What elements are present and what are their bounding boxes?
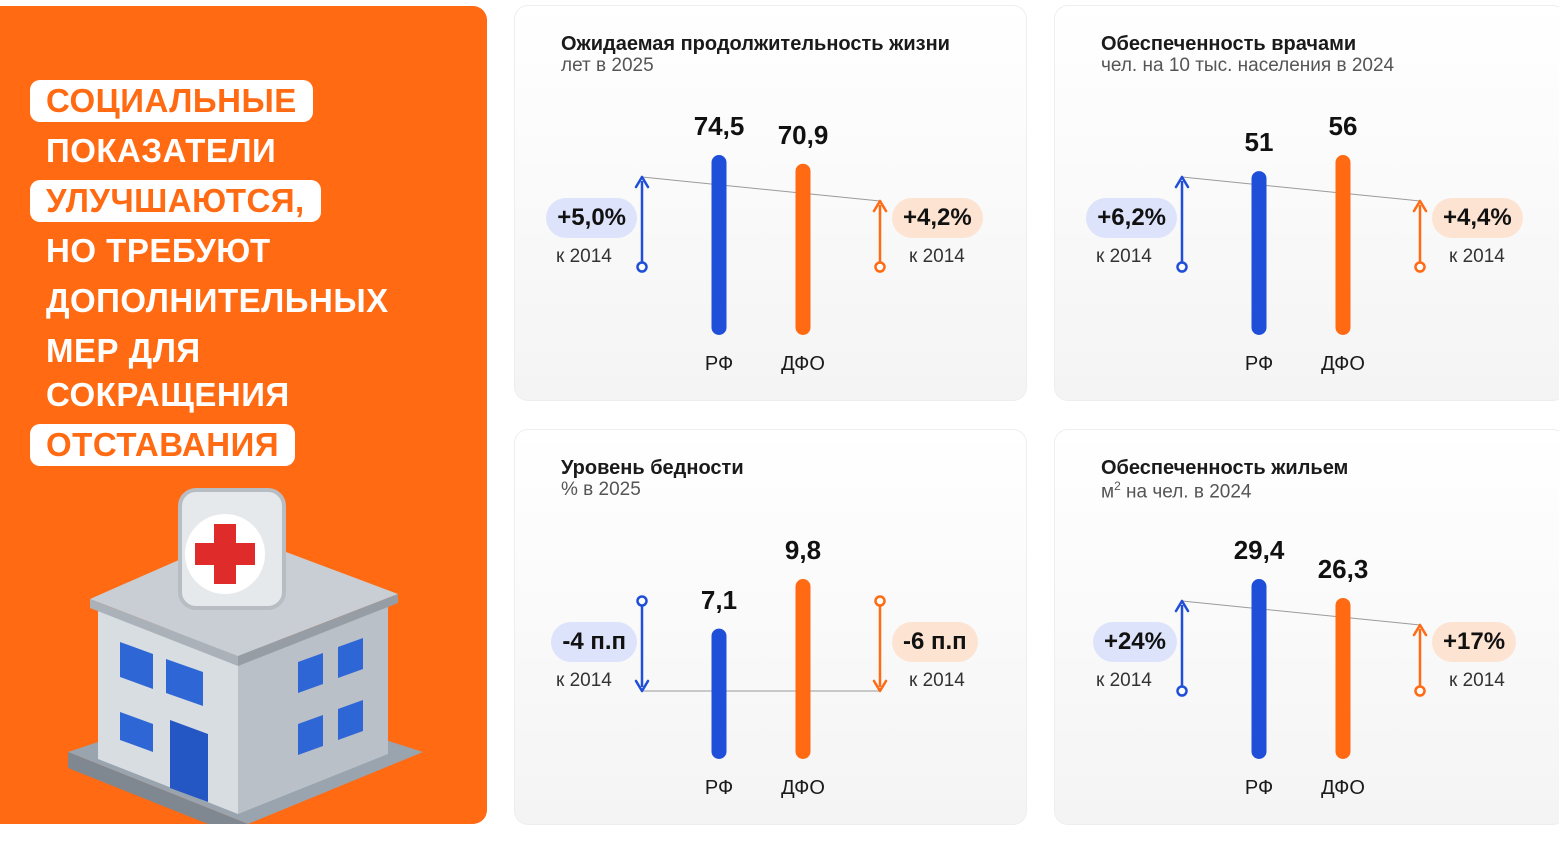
chart-title: Обеспеченность врачами [1101, 33, 1357, 55]
category-label: РФ [704, 353, 734, 375]
value-label: 51 [1244, 127, 1274, 158]
value-label: 9,8 [784, 535, 822, 565]
arrow-head [872, 199, 888, 213]
trend-connector [1181, 600, 1421, 626]
arrow-tail-dot [1414, 685, 1426, 697]
trend-connector [641, 176, 881, 202]
change-note: к 2014 [1449, 670, 1505, 691]
hero-line: СОКРАЩЕНИЯ [46, 376, 290, 413]
category-label: РФ [704, 777, 734, 799]
arrow-tail-dot [1176, 261, 1188, 273]
bar-rf [1251, 171, 1267, 335]
change-note: к 2014 [556, 246, 612, 267]
card-poverty: Уровень бедности% в 2025 7,1 РФ 9,8 ДФО -4 п.… [514, 429, 1027, 825]
bar-dfo [1335, 155, 1351, 335]
arrow-tail-dot [636, 261, 648, 273]
arrow-tail-dot [636, 595, 648, 607]
arrow-tail-dot [1414, 261, 1426, 273]
hero-line: УЛУЧШАЮТСЯ, [30, 180, 321, 222]
hero-line: ДОПОЛНИТЕЛЬНЫХ [46, 282, 389, 319]
change-note: к 2014 [909, 246, 965, 267]
chart-title: Ожидаемая продолжительность жизни [561, 33, 950, 55]
card-life-expectancy: Ожидаемая продолжительность жизни лет в 2… [514, 5, 1027, 401]
category-label: ДФО [781, 353, 825, 375]
hero-line: ПОКАЗАТЕЛИ [46, 132, 277, 169]
chart-subtitle: чел. на 10 тыс. населения в 2024 [1101, 55, 1395, 76]
bar-rf [711, 155, 727, 335]
chart-title: Обеспеченность жильем [1101, 457, 1349, 479]
chart-plot [1174, 579, 1428, 759]
bar-dfo [795, 579, 811, 759]
bar-rf [1251, 579, 1267, 759]
category-label: РФ [1244, 777, 1274, 799]
bar-dfo [795, 163, 811, 335]
card-doctors: Обеспеченность врачами чел. на 10 тыс. на… [1054, 5, 1559, 401]
arrow-head [1174, 599, 1190, 613]
arrow-head [872, 679, 888, 693]
hero-line: ОТСТАВАНИЯ [30, 424, 296, 466]
arrow-head [1412, 199, 1428, 213]
change-note: к 2014 [1096, 246, 1152, 267]
arrow-head [1174, 175, 1190, 189]
value-label: 74,5 [693, 111, 745, 141]
change-pill: -4 п.п [551, 622, 637, 662]
value-label: 26,3 [1317, 553, 1369, 584]
change-pill: -6 п.п [892, 622, 978, 662]
category-label: ДФО [1321, 777, 1365, 799]
arrow-tail-dot [874, 261, 886, 273]
hero-line: СОЦИАЛЬНЫЕ [30, 80, 313, 122]
chart-subtitle: % в 2025 [561, 479, 641, 500]
category-label: РФ [1244, 353, 1274, 375]
value-label: 7,1 [700, 584, 738, 615]
category-label: ДФО [781, 777, 825, 799]
category-label: ДФО [1321, 353, 1365, 375]
hospital-building-icon [68, 488, 423, 824]
hero-line: НО ТРЕБУЮТ [46, 232, 271, 269]
value-label: 70,9 [777, 119, 829, 150]
chart-plot [634, 155, 888, 335]
chart-plot [634, 579, 888, 759]
change-pill: +17% [1432, 622, 1517, 662]
trend-connector [1181, 176, 1421, 202]
card-housing: Обеспеченность жильем м2 на чел. в 2024 29… [1054, 429, 1559, 825]
chart-subtitle: лет в 2025 [561, 55, 654, 76]
change-pill: +24% [1092, 622, 1177, 662]
arrow-head [634, 679, 650, 693]
arrow-head [634, 175, 650, 189]
hero-headline: СОЦИАЛЬНЫЕ ПОКАЗАТЕЛИ УЛУЧШАЮТСЯ, НО ТРЕБУЮ… [30, 80, 405, 474]
bar-dfo [1335, 597, 1351, 759]
change-note: к 2014 [556, 670, 612, 691]
arrow-tail-dot [874, 595, 886, 607]
bar-rf [711, 628, 727, 759]
change-note: к 2014 [1096, 670, 1152, 691]
change-pill: +5,0% [546, 198, 637, 238]
chart-plot [1174, 155, 1428, 335]
change-pill: +4,4% [1432, 198, 1523, 238]
hero-panel: СОЦИАЛЬНЫЕ ПОКАЗАТЕЛИ УЛУЧШАЮТСЯ, НО ТРЕБУЮ… [0, 6, 487, 824]
change-note: к 2014 [909, 670, 965, 691]
chart-title: Уровень бедности [561, 457, 744, 479]
value-label: 29,4 [1233, 535, 1285, 565]
arrow-head [1412, 623, 1428, 637]
change-pill: +6,2% [1086, 198, 1177, 238]
change-note: к 2014 [1449, 246, 1505, 267]
arrow-tail-dot [1176, 685, 1188, 697]
change-pill: +4,2% [892, 198, 983, 238]
value-label: 56 [1328, 111, 1358, 141]
chart-subtitle: м2 на чел. в 2024 [1101, 479, 1252, 503]
hero-line: МЕР ДЛЯ [46, 332, 201, 369]
